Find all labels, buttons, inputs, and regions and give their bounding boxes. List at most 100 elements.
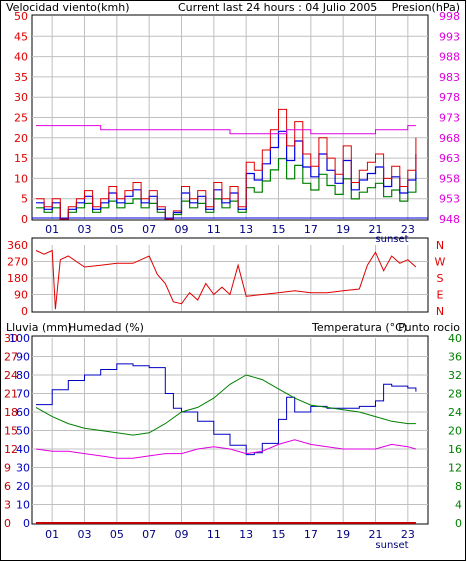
temperature-series (35, 374, 416, 436)
wind-ytick-2: 10 (14, 172, 28, 185)
dewpoint-axis-label: Punto rocio (398, 321, 460, 334)
direction-panel-frame (31, 237, 429, 313)
rain-ytick-9: 27 (4, 351, 18, 364)
humidity-ytick-0: 0 (23, 517, 30, 530)
temp-xtick-7: 15 (272, 528, 286, 541)
wind-sunset-label: sunset (375, 234, 408, 245)
humidity-ytick-5: 50 (16, 425, 30, 438)
direction-series (35, 249, 417, 310)
temp-xtick-6: 13 (239, 528, 253, 541)
humidity-ytick-4: 40 (16, 443, 30, 456)
pressure-ytick-2: 958 (439, 172, 460, 185)
direction-letter-2: S (437, 272, 444, 285)
humidity-ytick-1: 10 (16, 499, 30, 512)
temp-xtick-11: 23 (401, 528, 415, 541)
wind-ytick-3: 15 (14, 152, 28, 165)
temp-xtick-10: 21 (369, 528, 383, 541)
temp-xtick-3: 07 (142, 528, 156, 541)
direction-ytick-3: 270 (7, 256, 28, 269)
humidity-ytick-2: 20 (16, 480, 30, 493)
humidity-ytick-10: 100 (9, 332, 30, 345)
rain-ytick-6: 18 (4, 406, 18, 419)
humidity-ytick-3: 30 (16, 462, 30, 475)
rain-ytick-0: 0 (4, 517, 11, 530)
wind-ytick-7: 35 (14, 71, 28, 84)
temp-ytick-3: 12 (448, 462, 462, 475)
pressure-series (36, 125, 416, 135)
direction-ytick-4: 360 (7, 239, 28, 252)
pressure-ytick-5: 973 (439, 112, 460, 125)
wind-xtick-7: 15 (272, 223, 286, 236)
temp-ytick-0: 0 (455, 517, 462, 530)
rain-ytick-2: 6 (4, 480, 11, 493)
wind-xtick-8: 17 (304, 223, 318, 236)
rain-ytick-10: 30 (4, 332, 18, 345)
rain-ytick-4: 12 (4, 443, 18, 456)
wind-xtick-4: 09 (175, 223, 189, 236)
wind-xtick-11: 23 (401, 223, 415, 236)
humidity-ytick-8: 80 (16, 369, 30, 382)
temp-ytick-5: 20 (448, 425, 462, 438)
temp-xtick-9: 19 (336, 528, 350, 541)
temp-xtick-0: 01 (45, 528, 59, 541)
temp-xtick-4: 09 (175, 528, 189, 541)
wind-xtick-0: 01 (45, 223, 59, 236)
pressure-ytick-7: 983 (439, 71, 460, 84)
wind-xtick-1: 03 (78, 223, 92, 236)
pressure-ytick-3: 963 (439, 152, 460, 165)
humidity-axis-label: Humedad (%) (68, 321, 144, 334)
rain-ytick-8: 24 (4, 369, 18, 382)
wind-ytick-8: 40 (14, 51, 28, 64)
temp-ytick-6: 24 (448, 406, 462, 419)
humidity-ytick-9: 90 (16, 351, 30, 364)
temp-series (35, 363, 417, 524)
temperature-axis-label: Temperatura (°C) (311, 321, 407, 334)
temp-sunset-label: sunset (375, 540, 408, 551)
temp-xtick-1: 03 (78, 528, 92, 541)
wind-ytick-5: 25 (14, 112, 28, 125)
wind-ytick-6: 30 (14, 91, 28, 104)
wind-tick-labels: 0510152025303540455094895395896396897397… (14, 10, 460, 245)
pressure-ytick-10: 998 (439, 10, 460, 23)
pressure-ytick-4: 968 (439, 132, 460, 145)
rain-ytick-1: 3 (4, 499, 11, 512)
wind-ytick-10: 50 (14, 10, 28, 23)
pressure-ytick-6: 978 (439, 91, 460, 104)
direction-letter-3: E (437, 289, 444, 302)
pressure-ytick-0: 948 (439, 213, 460, 226)
wind-direction-series (35, 249, 417, 310)
rain-axis-label: Lluvia (mm) (6, 321, 72, 334)
temp-xtick-5: 11 (207, 528, 221, 541)
wind-speed-series (36, 108, 417, 220)
wind-ytick-1: 5 (21, 193, 28, 206)
temp-xtick-2: 05 (110, 528, 124, 541)
wind-ytick-9: 45 (14, 30, 28, 43)
wind-xtick-5: 11 (207, 223, 221, 236)
wind-series (32, 108, 428, 220)
wind-xtick-2: 05 (110, 223, 124, 236)
temp-xtick-8: 17 (304, 528, 318, 541)
temp-ytick-9: 36 (448, 351, 462, 364)
direction-ytick-2: 180 (7, 272, 28, 285)
wind-grid (32, 16, 428, 219)
rain-ytick-7: 21 (4, 388, 18, 401)
pressure-ytick-9: 993 (439, 30, 460, 43)
wind-axis-label: Velocidad viento(kmh) (6, 1, 130, 14)
temp-ytick-1: 4 (455, 499, 462, 512)
rain-ytick-3: 9 (4, 462, 11, 475)
direction-letter-1: W (435, 256, 446, 269)
temp-ytick-10: 40 (448, 332, 462, 345)
wind-xtick-6: 13 (239, 223, 253, 236)
temp-ytick-7: 28 (448, 388, 462, 401)
wind-xtick-9: 19 (336, 223, 350, 236)
pressure-axis-label: Presion(hPa) (392, 1, 460, 14)
direction-letter-0: N (436, 239, 444, 252)
pressure-ytick-8: 988 (439, 51, 460, 64)
temp-ytick-4: 16 (448, 443, 462, 456)
wind-xtick-3: 07 (142, 223, 156, 236)
direction-letter-4: N (436, 305, 444, 318)
